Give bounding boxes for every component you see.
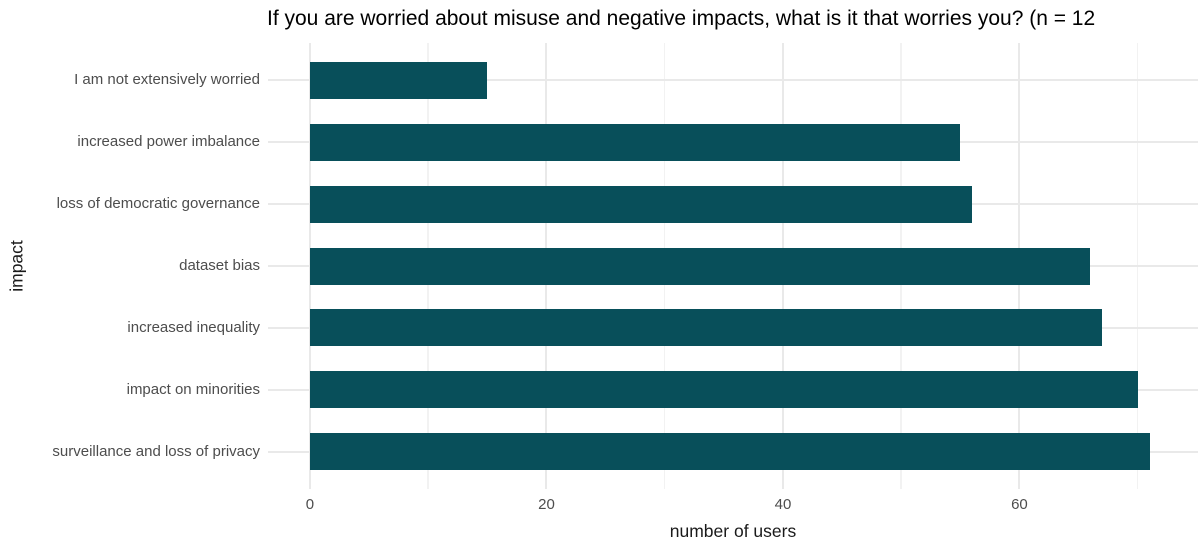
x-tick-label: 0 (305, 496, 315, 513)
bar-loss-of-democratic-governance (309, 185, 973, 223)
chart-title: If you are worried about misuse and nega… (267, 7, 1096, 30)
bar-increased-power-imbalance (309, 123, 961, 161)
y-tick-label: increased power imbalance (77, 133, 260, 151)
y-tick-label: surveillance and loss of privacy (52, 442, 260, 460)
bar-i-am-not-extensively-worried (309, 61, 488, 99)
x-tick-label: 20 (538, 496, 555, 513)
bar-surveillance-and-loss-of-privacy (309, 433, 1150, 471)
y-tick-label: dataset bias (179, 257, 260, 274)
bar-increased-inequality (309, 309, 1103, 347)
plot-panel (268, 43, 1198, 489)
y-tick-label: I am not extensively worried (74, 71, 260, 89)
bar-impact-on-minorities (309, 371, 1138, 409)
x-tick-label: 40 (774, 496, 792, 513)
bar-dataset-bias (309, 247, 1091, 285)
x-axis-title: number of users (669, 521, 797, 541)
y-tick-label: loss of democratic governance (56, 195, 260, 213)
gridline-major-horizontal (268, 79, 1198, 82)
y-tick-label: impact on minorities (126, 380, 260, 398)
y-tick-label: increased inequality (127, 318, 260, 336)
x-tick-label: 60 (1011, 496, 1028, 513)
